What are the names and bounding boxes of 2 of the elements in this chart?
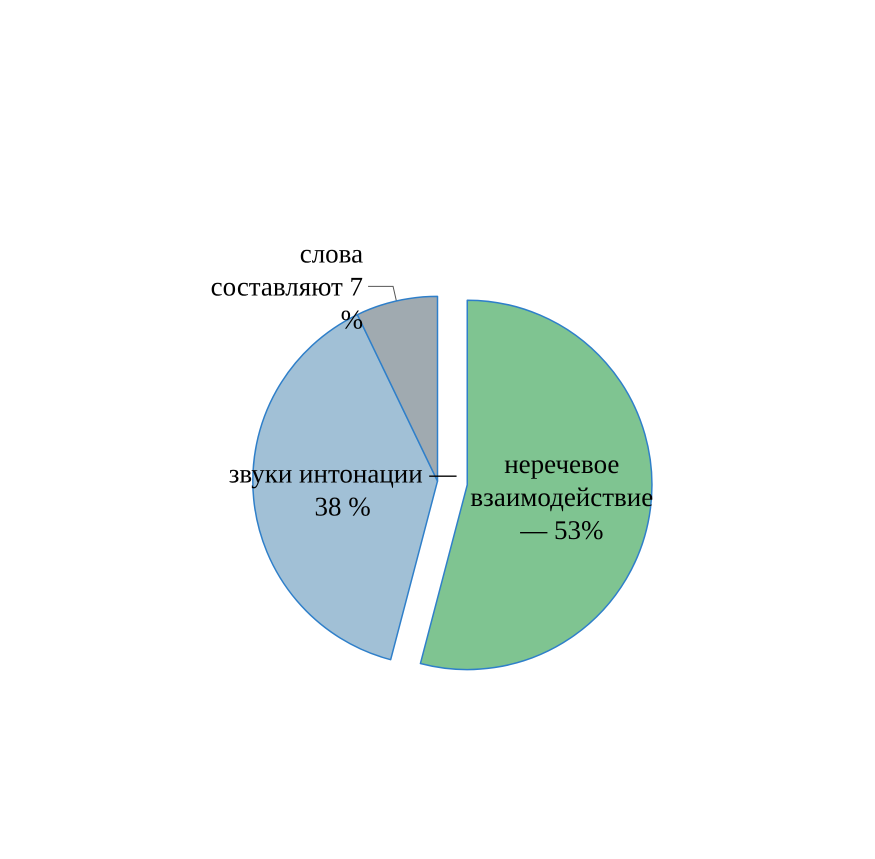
slice-label: слова составляют 7 %: [210, 238, 364, 334]
slice-label: неречевое взаимодействие — 53%: [470, 449, 654, 546]
